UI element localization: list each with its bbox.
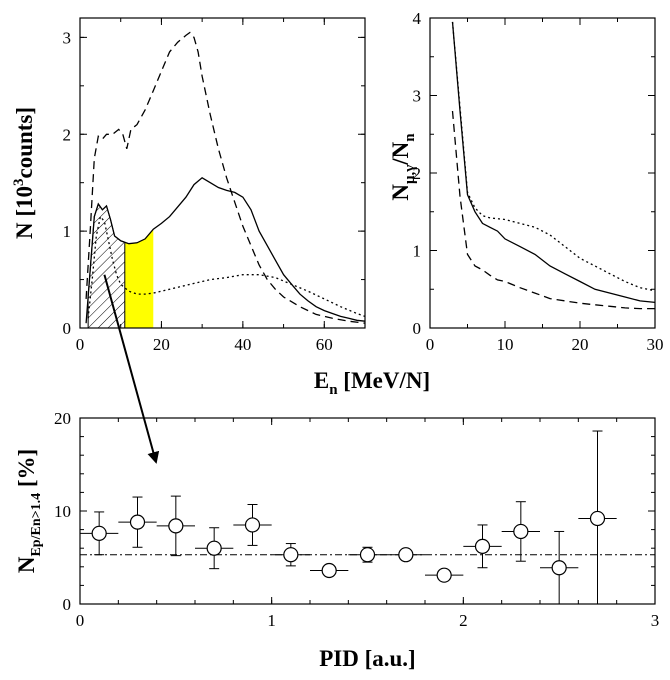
pid-x-tick-label: 0 [76,611,85,630]
data-point-marker [359,547,376,563]
data-point-2 [118,496,157,548]
data-point-marker [206,540,222,556]
ratios-series-solid [451,21,655,304]
yellow-band [124,229,154,328]
data-point-marker [244,517,261,533]
pid-y-tick-label: 20 [54,409,71,428]
pid-x-tick-label: 2 [459,611,468,630]
spectra-y-axis-title: N [103counts] [11,107,37,239]
data-point-14 [578,430,617,604]
data-point-marker [436,567,452,583]
spectra-x-tick-label: 0 [76,335,85,354]
spectra-series-dashed [85,31,365,324]
spectra-y-tick-label: 3 [63,28,72,47]
data-point-marker [551,560,567,576]
data-point-4 [195,527,234,570]
data-point-marker [513,523,529,540]
data-point-marker [398,547,414,563]
spectra-y-tick-label: 2 [63,125,72,144]
ratios-series-dotted [451,21,655,292]
data-point-6 [271,543,310,567]
ratios-y-tick-label: 4 [413,9,422,28]
ratios-y-tick-label: 3 [413,87,422,106]
ratios-x-tick-label: 20 [572,335,589,354]
data-point-marker [474,538,491,554]
pid-y-axis-title: NEp/En>1.4 [%] [14,449,44,573]
data-point-marker [321,562,337,579]
pid-plot-frame [79,417,656,605]
data-point-8 [348,546,387,563]
data-point-7 [310,562,349,579]
data-point-marker [129,514,146,530]
data-point-marker [589,510,606,527]
ratios-y-axis-title: Nμ,γ/Nn [388,133,418,201]
ratios-y-tick-label: 1 [413,242,422,261]
spectra-x-tick-label: 40 [234,335,251,354]
data-point-marker [168,518,184,534]
ratios-x-tick-label: 0 [426,335,435,354]
ratios-y-tick-label: 0 [413,319,422,338]
data-point-3 [156,495,195,557]
spectra-x-tick-label: 60 [316,335,333,354]
spectra-series-dotted [87,215,365,319]
ratios-x-tick-label: 10 [497,335,514,354]
data-point-1 [80,511,119,556]
ratios-y-tick-label: 2 [413,164,422,183]
pid-y-tick-label: 0 [63,595,72,614]
spectra-plot-frame [79,17,366,329]
spectra-y-tick-label: 0 [63,319,72,338]
spectra-series-solid [85,177,365,324]
data-point-5 [233,503,272,546]
data-point-13 [540,530,579,604]
ratios-plot-frame [429,17,656,329]
data-point-marker [283,547,299,563]
data-point-marker [91,525,107,541]
data-point-11 [463,524,502,569]
spectra-x-tick-label: 20 [153,335,170,354]
ratios-panel: 0 10 20 30 0 1 2 3 4 Nμ,γ/Nn [388,9,664,354]
pid-x-axis-title: PID [a.u.] [319,646,415,671]
ratios-x-tick-label: 30 [647,335,664,354]
ratios-series-dashed [451,110,655,310]
pid-panel: 0 1 2 3 0 10 20 NEp/En>1.4 [%] PID [a.u.] [14,409,659,671]
spectra-y-tick-label: 1 [63,222,72,241]
pid-y-tick-label: 10 [54,502,71,521]
data-point-9 [386,547,425,563]
pid-x-tick-label: 1 [267,611,276,630]
pid-x-tick-label: 3 [651,611,660,630]
data-point-12 [501,501,540,562]
data-point-10 [425,567,464,583]
arrow-annotation [103,274,160,464]
spectra-x-axis-title: En [MeV/N] [314,368,430,398]
